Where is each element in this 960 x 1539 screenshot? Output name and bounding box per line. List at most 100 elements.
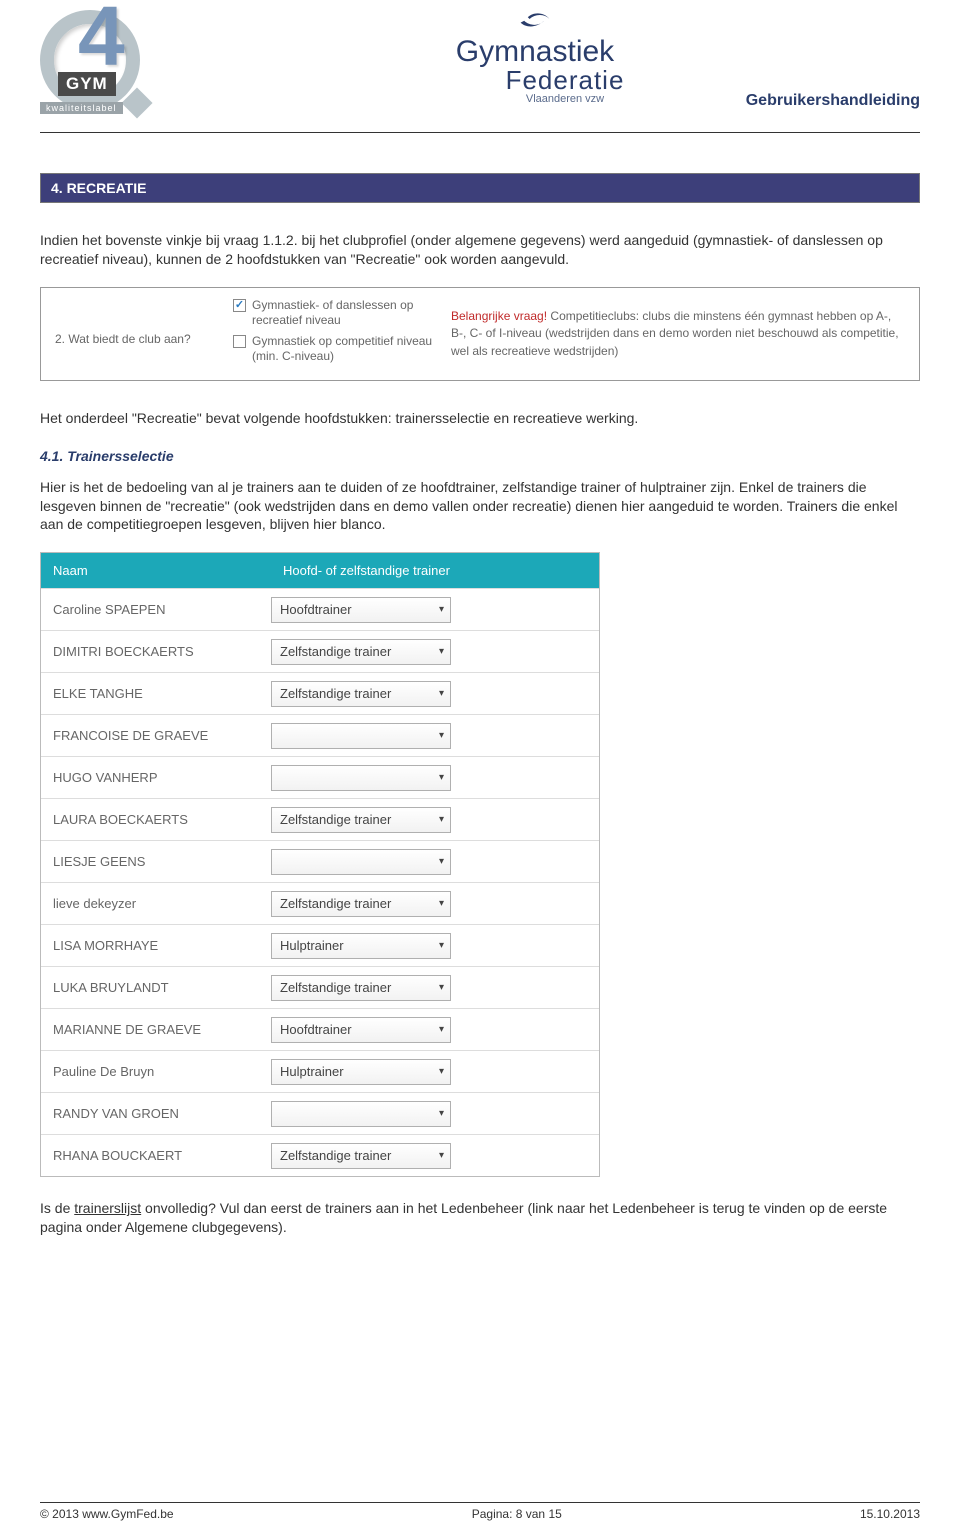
trainer-role-cell: Zelfstandige trainer ▾ bbox=[271, 1136, 599, 1176]
table-row: RHANA BOUCKAERT Zelfstandige trainer ▾ bbox=[41, 1134, 599, 1176]
trainer-role-select[interactable]: ▾ bbox=[271, 849, 451, 875]
trainer-role-cell: ▾ bbox=[271, 758, 599, 798]
chevron-down-icon: ▾ bbox=[439, 814, 444, 825]
trainer-name: HUGO VANHERP bbox=[41, 760, 271, 795]
chevron-down-icon: ▾ bbox=[439, 730, 444, 741]
trainer-role-select[interactable]: Zelfstandige trainer ▾ bbox=[271, 681, 451, 707]
trainer-name: ELKE TANGHE bbox=[41, 676, 271, 711]
trainer-role-cell: Zelfstandige trainer ▾ bbox=[271, 632, 599, 672]
checkbox-recreatief[interactable] bbox=[233, 299, 246, 312]
trainer-role-cell: Zelfstandige trainer ▾ bbox=[271, 884, 599, 924]
select-value: Zelfstandige trainer bbox=[280, 686, 391, 701]
trainer-role-select[interactable]: Zelfstandige trainer ▾ bbox=[271, 639, 451, 665]
trainer-role-select[interactable]: Hulptrainer ▾ bbox=[271, 933, 451, 959]
trainer-name: Pauline De Bruyn bbox=[41, 1054, 271, 1089]
trainer-role-select[interactable]: ▾ bbox=[271, 765, 451, 791]
select-value: Hulptrainer bbox=[280, 938, 344, 953]
select-value: Hoofdtrainer bbox=[280, 1022, 352, 1037]
table-row: LIESJE GEENS ▾ bbox=[41, 840, 599, 882]
sub41-paragraph: Hier is het de bedoeling van al je train… bbox=[40, 478, 920, 535]
chevron-down-icon: ▾ bbox=[439, 1150, 444, 1161]
question-label: 2. Wat biedt de club aan? bbox=[55, 298, 215, 346]
footer-divider bbox=[40, 1502, 920, 1503]
chevron-down-icon: ▾ bbox=[439, 1108, 444, 1119]
checkbox-column: Gymnastiek- of danslessen op recreatief … bbox=[233, 298, 433, 370]
th-naam: Naam bbox=[41, 553, 271, 588]
trainer-role-cell: ▾ bbox=[271, 1094, 599, 1134]
closing-underline: trainerslijst bbox=[74, 1200, 141, 1216]
chevron-down-icon: ▾ bbox=[439, 898, 444, 909]
select-value: Zelfstandige trainer bbox=[280, 812, 391, 827]
between-paragraph: Het onderdeel "Recreatie" bevat volgende… bbox=[40, 409, 920, 428]
select-value: Zelfstandige trainer bbox=[280, 896, 391, 911]
checkbox-competitief[interactable] bbox=[233, 335, 246, 348]
trainer-name: LUKA BRUYLANDT bbox=[41, 970, 271, 1005]
footer-center: Pagina: 8 van 15 bbox=[472, 1507, 562, 1521]
trainer-role-select[interactable]: Hoofdtrainer ▾ bbox=[271, 1017, 451, 1043]
trainer-role-select[interactable]: Zelfstandige trainer ▾ bbox=[271, 807, 451, 833]
trainer-role-cell: ▾ bbox=[271, 716, 599, 756]
select-value: Hulptrainer bbox=[280, 1064, 344, 1079]
trainer-role-select[interactable]: Zelfstandige trainer▾ bbox=[271, 975, 451, 1001]
table-row: FRANCOISE DE GRAEVE▾ bbox=[41, 714, 599, 756]
chevron-down-icon: ▾ bbox=[439, 1024, 444, 1035]
q4-gym-label: GYM bbox=[58, 72, 116, 96]
section-heading-bar: 4. RECREATIE bbox=[40, 173, 920, 203]
chevron-down-icon: ▾ bbox=[439, 772, 444, 783]
header-divider bbox=[40, 132, 920, 133]
footer-left: © 2013 www.GymFed.be bbox=[40, 1507, 174, 1521]
club-question-box: 2. Wat biedt de club aan? Gymnastiek- of… bbox=[40, 287, 920, 381]
trainer-name: lieve dekeyzer bbox=[41, 886, 271, 921]
trainer-role-cell: Zelfstandige trainer ▾ bbox=[271, 674, 599, 714]
important-label: Belangrijke vraag! bbox=[451, 309, 547, 323]
footer-right: 15.10.2013 bbox=[860, 1507, 920, 1521]
important-note: Belangrijke vraag! Competitieclubs: club… bbox=[451, 298, 905, 360]
page-footer: © 2013 www.GymFed.be Pagina: 8 van 15 15… bbox=[40, 1502, 920, 1521]
closing-suffix: onvolledig? Vul dan eerst de trainers aa… bbox=[40, 1200, 887, 1235]
trainer-name: RHANA BOUCKAERT bbox=[41, 1138, 271, 1173]
trainer-name: LISA MORRHAYE bbox=[41, 928, 271, 963]
fed-title-2: Federatie bbox=[150, 67, 920, 93]
trainer-role-cell: Hulptrainer ▾ bbox=[271, 1052, 599, 1092]
chevron-down-icon: ▾ bbox=[439, 982, 444, 993]
chevron-down-icon: ▾ bbox=[439, 1066, 444, 1077]
select-value: Zelfstandige trainer bbox=[280, 644, 391, 659]
trainer-role-select[interactable]: Hulptrainer ▾ bbox=[271, 1059, 451, 1085]
table-row: LISA MORRHAYE Hulptrainer ▾ bbox=[41, 924, 599, 966]
trainer-role-select[interactable]: ▾ bbox=[271, 723, 451, 749]
trainer-name: MARIANNE DE GRAEVE bbox=[41, 1012, 271, 1047]
swirl-icon bbox=[517, 8, 553, 30]
trainer-name: LAURA BOECKAERTS bbox=[41, 802, 271, 837]
document-title: Gebruikershandleiding bbox=[746, 92, 920, 110]
trainer-role-cell: Hoofdtrainer ▾ bbox=[271, 590, 599, 630]
table-row: DIMITRI BOECKAERTSZelfstandige trainer▾ bbox=[41, 630, 599, 672]
trainer-role-cell: ▾ bbox=[271, 842, 599, 882]
chevron-down-icon: ▾ bbox=[439, 856, 444, 867]
th-role: Hoofd- of zelfstandige trainer bbox=[271, 553, 599, 588]
trainer-table: Naam Hoofd- of zelfstandige trainer Caro… bbox=[40, 552, 600, 1177]
trainer-role-cell: Zelfstandige trainer ▾ bbox=[271, 800, 599, 840]
select-value: Hoofdtrainer bbox=[280, 602, 352, 617]
trainer-name: Caroline SPAEPEN bbox=[41, 592, 271, 627]
trainer-role-select[interactable]: Zelfstandige trainer ▾ bbox=[271, 1143, 451, 1169]
trainer-role-select[interactable]: Zelfstandige trainer ▾ bbox=[271, 891, 451, 917]
select-value: Zelfstandige trainer bbox=[280, 1148, 391, 1163]
trainer-role-select[interactable]: Hoofdtrainer ▾ bbox=[271, 597, 451, 623]
chevron-down-icon: ▾ bbox=[439, 604, 444, 615]
q4-quality-badge: 4 GYM kwaliteitslabel bbox=[40, 6, 150, 116]
closing-prefix: Is de bbox=[40, 1200, 74, 1216]
intro-paragraph: Indien het bovenste vinkje bij vraag 1.1… bbox=[40, 231, 920, 269]
chevron-down-icon: ▾ bbox=[439, 688, 444, 699]
chevron-down-icon: ▾ bbox=[439, 646, 444, 657]
federation-logo: Gymnastiek Federatie Vlaanderen vzw bbox=[150, 8, 920, 105]
trainer-role-cell: Zelfstandige trainer▾ bbox=[271, 968, 599, 1008]
chevron-down-icon: ▾ bbox=[439, 940, 444, 951]
q4-kwaliteitslabel: kwaliteitslabel bbox=[40, 102, 123, 114]
table-row: MARIANNE DE GRAEVE Hoofdtrainer ▾ bbox=[41, 1008, 599, 1050]
table-row: ELKE TANGHE Zelfstandige trainer ▾ bbox=[41, 672, 599, 714]
trainer-name: RANDY VAN GROEN bbox=[41, 1096, 271, 1131]
table-row: LUKA BRUYLANDTZelfstandige trainer▾ bbox=[41, 966, 599, 1008]
table-row: RANDY VAN GROEN ▾ bbox=[41, 1092, 599, 1134]
trainer-role-select[interactable]: ▾ bbox=[271, 1101, 451, 1127]
trainer-name: LIESJE GEENS bbox=[41, 844, 271, 879]
